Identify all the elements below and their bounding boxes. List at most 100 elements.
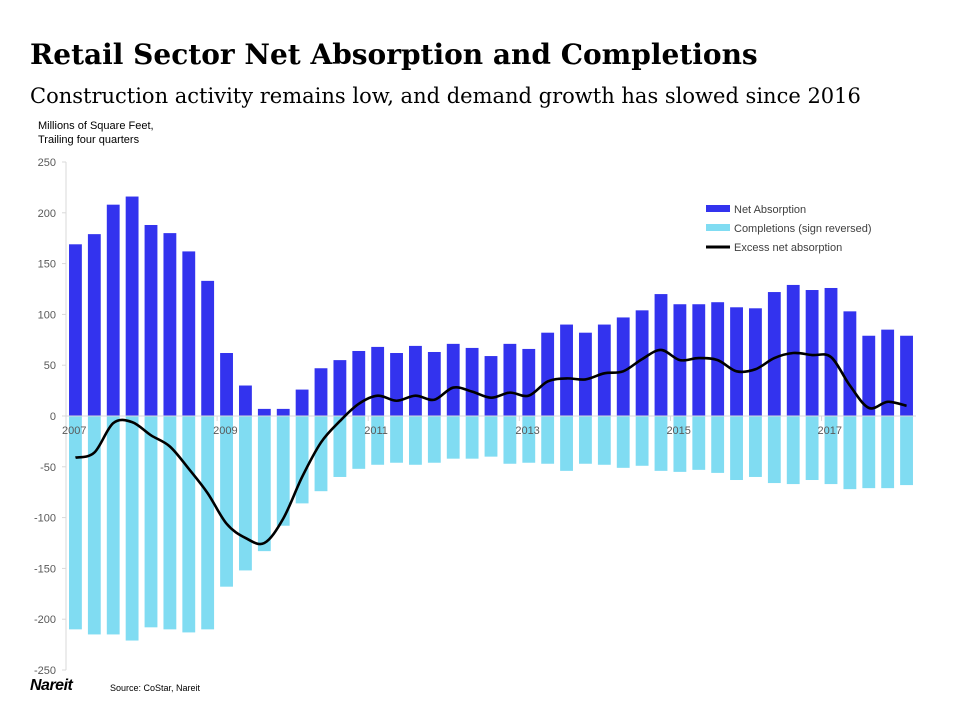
completions-bar [881, 416, 895, 489]
completions-bar [87, 416, 101, 635]
net-absorption-bar [144, 224, 158, 416]
y-tick-label: -150 [34, 563, 56, 575]
legend-label: Net Absorption [734, 204, 806, 216]
completions-bar [182, 416, 196, 633]
completions-bar [730, 416, 743, 481]
net-absorption-bar [597, 324, 611, 416]
net-absorption-bar [69, 244, 82, 416]
completions-bar [144, 416, 158, 628]
completions-bar [390, 416, 403, 463]
completions-bar [276, 416, 290, 526]
completions-bar [69, 416, 82, 630]
net-absorption-bar [692, 304, 706, 416]
legend-swatch [706, 205, 730, 212]
net-absorption-bar [616, 317, 630, 416]
completions-bar [163, 416, 177, 630]
net-absorption-bar [314, 368, 328, 416]
y-tick-label: -250 [34, 665, 56, 677]
completions-bar [862, 416, 876, 489]
completions-bar [635, 416, 649, 466]
net-absorption-bar [295, 389, 309, 416]
net-absorption-bar [125, 196, 139, 416]
completions-bar [201, 416, 215, 630]
net-absorption-bar [333, 360, 347, 416]
completions-bar [673, 416, 687, 472]
completions-bar [824, 416, 838, 485]
source-note: Source: CoStar, Nareit [110, 683, 201, 693]
net-absorption-bar [352, 350, 366, 416]
legend-label: Excess net absorption [734, 242, 842, 254]
completions-bar [522, 416, 536, 463]
net-absorption-bar [106, 204, 120, 416]
net-absorption-bar [805, 290, 819, 416]
y-tick-label: 0 [50, 411, 56, 423]
completions-bar [711, 416, 725, 473]
net-absorption-bar [182, 251, 196, 416]
net-absorption-bar [276, 408, 290, 416]
x-tick-label: 2009 [213, 425, 237, 437]
y-tick-label: 200 [38, 208, 56, 220]
y-tick-label: 100 [38, 309, 56, 321]
net-absorption-bar [409, 345, 422, 416]
completions-bar [579, 416, 592, 464]
net-absorption-bar [465, 347, 479, 416]
chart-title: Retail Sector Net Absorption and Complet… [30, 38, 758, 71]
net-absorption-bar [427, 351, 441, 416]
net-absorption-bar [635, 310, 649, 416]
net-absorption-bar [654, 294, 668, 416]
y-axis-label: Millions of Square Feet, Trailing four qu… [38, 120, 154, 146]
completions-bar [239, 416, 252, 571]
legend-swatch [706, 224, 730, 231]
x-tick-label: 2017 [818, 425, 842, 437]
completions-bar [805, 416, 819, 481]
completions-bar [409, 416, 422, 465]
completions-bar [352, 416, 366, 469]
completions-bar [541, 416, 555, 464]
y-tick-label: -200 [34, 614, 56, 626]
nareit-logo: Nareit [30, 677, 73, 694]
net-absorption-bar [900, 335, 913, 416]
completions-bar [257, 416, 271, 552]
completions-bar [427, 416, 441, 463]
completions-bar [371, 416, 385, 465]
completions-bar [314, 416, 328, 492]
net-absorption-bar [390, 353, 403, 416]
completions-bar [220, 416, 233, 587]
completions-bar [295, 416, 309, 504]
completions-bar [749, 416, 762, 477]
x-tick-label: 2007 [62, 425, 86, 437]
chart-subtitle: Construction activity remains low, and d… [30, 84, 861, 108]
completions-bar [786, 416, 800, 485]
completions-bar [654, 416, 668, 471]
net-absorption-bar [503, 343, 517, 416]
completions-bar [692, 416, 706, 470]
net-absorption-bar [843, 311, 857, 416]
x-tick-label: 2011 [364, 425, 388, 437]
y-tick-label: -50 [40, 462, 56, 474]
legend-label: Completions (sign reversed) [734, 223, 872, 235]
net-absorption-bar [239, 385, 252, 416]
net-absorption-bar [560, 324, 573, 416]
x-tick-label: 2013 [515, 425, 539, 437]
completions-bar [616, 416, 630, 468]
completions-bar [597, 416, 611, 465]
completions-bar [333, 416, 347, 477]
net-absorption-bar [881, 329, 895, 416]
y-tick-label: 250 [38, 157, 56, 169]
net-absorption-bar [87, 234, 101, 416]
bars-layer [69, 196, 913, 641]
net-absorption-bar [862, 335, 876, 416]
net-absorption-bar [371, 346, 385, 416]
line-layer [75, 348, 907, 546]
x-tick-label: 2015 [666, 425, 690, 437]
completions-bar [560, 416, 573, 471]
completions-bar [106, 416, 120, 635]
net-absorption-bar [730, 307, 743, 416]
net-absorption-bar [824, 287, 838, 416]
completions-bar [900, 416, 913, 486]
net-absorption-bar [767, 292, 781, 416]
legend: Net Absorption Completions (sign reversed… [706, 204, 872, 254]
net-absorption-bar [522, 348, 536, 416]
completions-bar [843, 416, 857, 490]
